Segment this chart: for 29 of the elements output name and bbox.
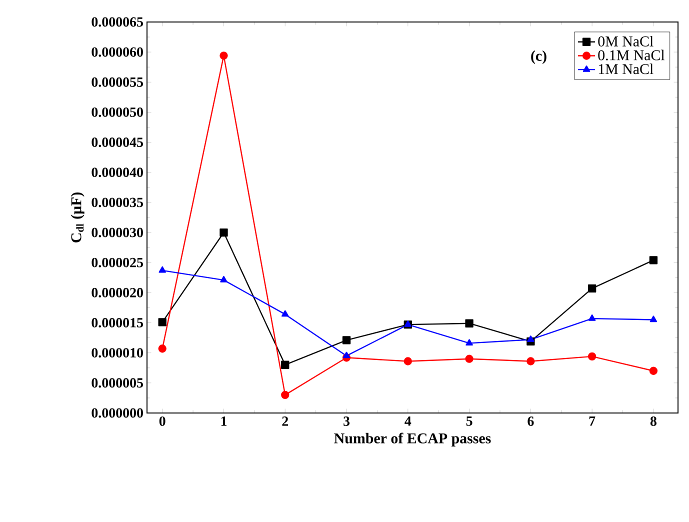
x-tick-label: 7	[589, 416, 596, 426]
y-tick-label: 0.000050	[92, 107, 143, 117]
y-tick-label: 0.000010	[92, 348, 143, 358]
y-tick-label: 0.000065	[92, 17, 143, 27]
x-tick-label: 1	[221, 416, 227, 426]
y-tick-label: 0.000045	[92, 138, 143, 148]
x-tick-label: 6	[528, 416, 534, 426]
y-tick-label: 0.000035	[92, 198, 143, 208]
y-tick-label: 0.000040	[92, 168, 143, 178]
x-tick-label: 0	[159, 416, 166, 426]
y-tick-label: 0.000020	[92, 288, 143, 298]
legend-label: 0.1M NaCl	[598, 50, 665, 60]
annotation: (c)	[531, 50, 546, 64]
y-tick-label: 0.000000	[92, 408, 143, 418]
x-tick-label: 3	[344, 416, 350, 426]
x-axis-title: Number of ECAP passes	[334, 432, 491, 446]
legend-label: 1M NaCl	[598, 64, 654, 74]
x-tick-label: 4	[404, 416, 412, 426]
x-tick-label: 5	[466, 416, 472, 426]
y-axis-title: C$_{dl}$ (μF)	[70, 192, 84, 242]
y-tick-label: 0.000015	[92, 318, 143, 328]
x-tick-label: 8	[650, 416, 656, 426]
legend-label: 0M NaCl	[598, 36, 654, 46]
y-tick-label: 0.000060	[92, 47, 143, 57]
y-tick-label: 0.000030	[92, 228, 143, 238]
x-tick-label: 2	[282, 416, 288, 426]
y-tick-label: 0.000005	[92, 378, 143, 388]
y-tick-label: 0.000025	[92, 258, 143, 268]
y-tick-label: 0.000055	[92, 77, 143, 87]
